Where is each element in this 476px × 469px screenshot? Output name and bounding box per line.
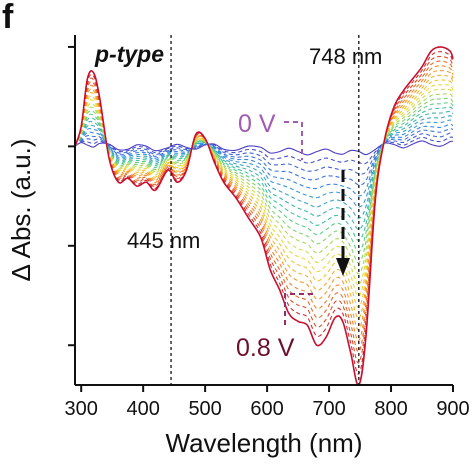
panel-label: f	[2, 0, 14, 36]
guide-lines	[170, 35, 360, 385]
spectrum-line	[74, 106, 454, 241]
spectrum-line	[74, 88, 454, 286]
x-tick-label: 400	[126, 398, 159, 420]
label-08v: 0.8 V	[236, 334, 295, 362]
x-tick-label: 500	[188, 398, 221, 420]
spectrum-line	[74, 70, 454, 330]
x-axis-title: Wavelength (nm)	[166, 428, 363, 458]
spectrum-line	[74, 65, 454, 342]
label-08v-bracket	[284, 293, 315, 325]
label-748nm: 748 nm	[309, 44, 382, 69]
series-layer	[74, 46, 454, 386]
spectrum-line	[74, 84, 454, 297]
label-0v-bracket	[284, 121, 303, 160]
voltage-arrow-head	[336, 258, 350, 276]
label-0v: 0 V	[238, 110, 276, 138]
spectrum-line	[74, 93, 454, 275]
spectrum-line	[74, 74, 454, 319]
spectrum-line	[74, 128, 454, 186]
spectrum-line	[74, 140, 454, 156]
x-axis: 300 400 500 600 700 800 900	[65, 385, 470, 420]
spectrum-line	[74, 102, 454, 253]
x-tick-label: 300	[65, 398, 98, 420]
spectrum-line	[74, 132, 454, 175]
spectrum-line	[74, 60, 454, 353]
spectrum-line-final	[74, 46, 454, 386]
y-axis	[68, 45, 75, 347]
sample-type-label: p-type	[94, 41, 164, 67]
spectrum-line	[74, 110, 454, 230]
spectrum-line	[74, 136, 454, 165]
label-445nm: 445 nm	[127, 228, 200, 253]
spectrum-line	[74, 97, 454, 264]
x-tick-label: 800	[374, 398, 407, 420]
x-tick-label: 700	[312, 398, 345, 420]
x-tick-label: 600	[250, 398, 283, 420]
y-axis-title: Δ Abs. (a.u.)	[6, 138, 36, 281]
x-tick-label: 900	[436, 398, 469, 420]
plot-area: 300 400 500 600 700 800 900 p-type 748 nm 445 …	[65, 35, 470, 420]
spectrum-line	[74, 123, 454, 197]
annotations: p-type 748 nm 445 nm 0 V 0.8 V	[94, 41, 382, 362]
